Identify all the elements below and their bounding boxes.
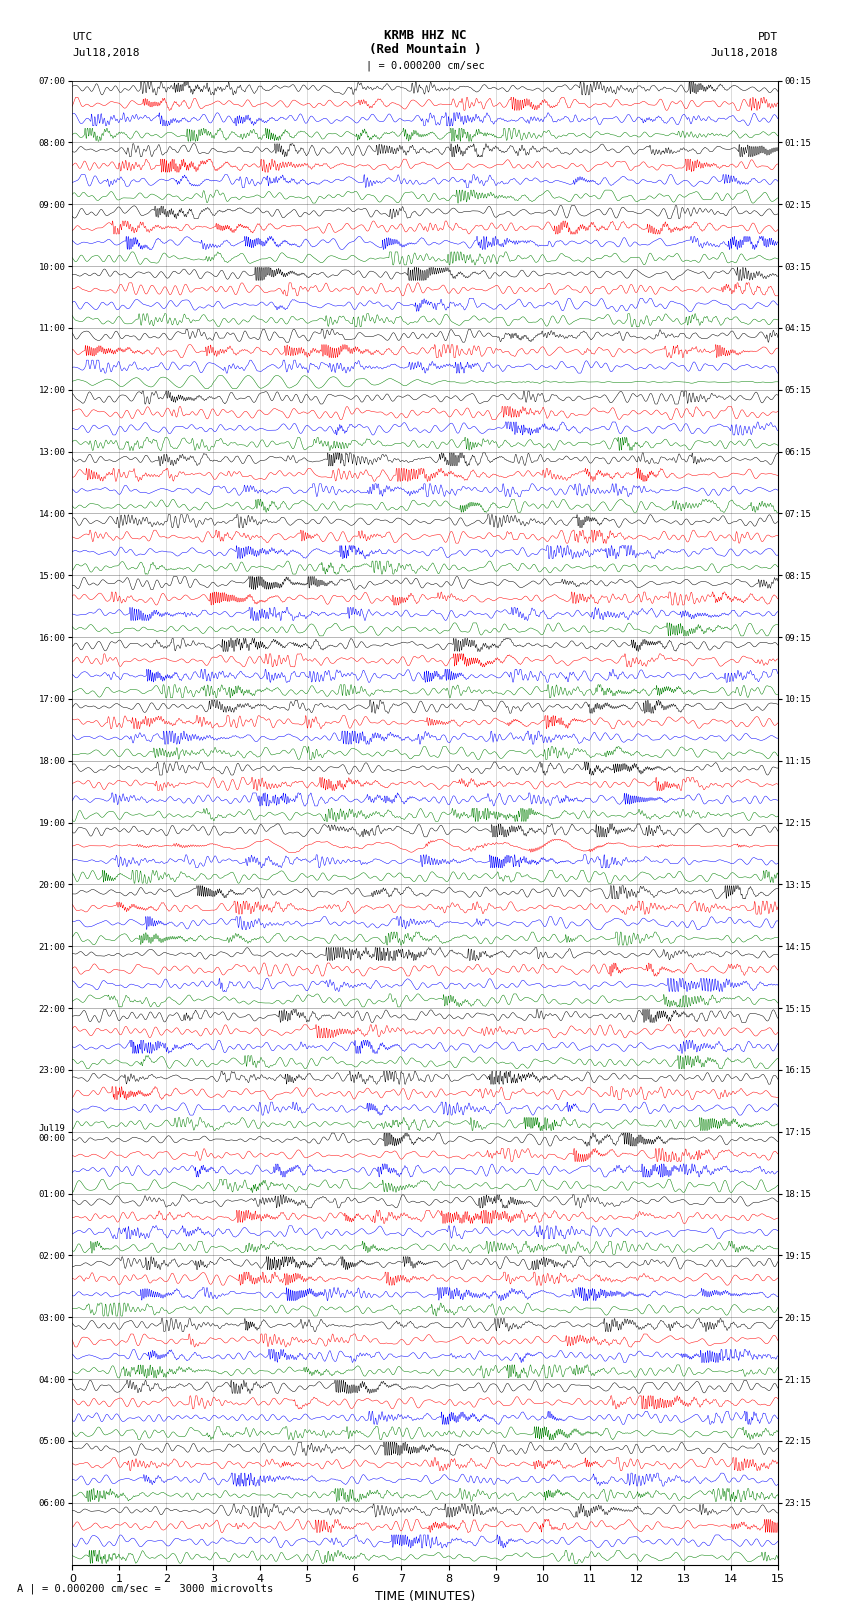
Text: PDT: PDT xyxy=(757,32,778,42)
Text: UTC: UTC xyxy=(72,32,93,42)
Text: | = 0.000200 cm/sec: | = 0.000200 cm/sec xyxy=(366,60,484,71)
Text: Jul18,2018: Jul18,2018 xyxy=(72,48,139,58)
Text: (Red Mountain ): (Red Mountain ) xyxy=(369,44,481,56)
Text: KRMB HHZ NC: KRMB HHZ NC xyxy=(383,29,467,42)
Text: Jul18,2018: Jul18,2018 xyxy=(711,48,778,58)
X-axis label: TIME (MINUTES): TIME (MINUTES) xyxy=(375,1590,475,1603)
Text: A | = 0.000200 cm/sec =   3000 microvolts: A | = 0.000200 cm/sec = 3000 microvolts xyxy=(17,1582,273,1594)
